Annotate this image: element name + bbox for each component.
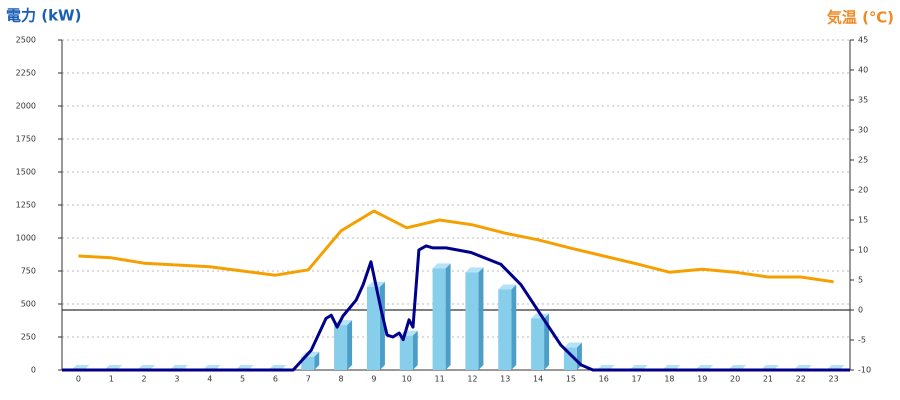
bar-face [366, 286, 380, 370]
y2-tick-label: -10 [858, 366, 871, 375]
x-tick-label: 7 [306, 375, 311, 384]
line [62, 244, 850, 372]
x-tick-label: 14 [533, 375, 543, 384]
bar-face [412, 330, 418, 370]
x-tick-label: 12 [467, 375, 477, 384]
y-tick-label: 1500 [16, 168, 36, 177]
bar-face [301, 356, 315, 370]
y-tick-label: 2250 [16, 69, 36, 78]
y-tick-label: 1750 [16, 135, 36, 144]
x-tick-label: 22 [796, 375, 806, 384]
y2-tick-label: 25 [858, 156, 868, 165]
y2-axis-title: 気温 (℃) [827, 9, 894, 27]
bar-face [563, 342, 582, 348]
bar-face [498, 289, 512, 370]
bar [465, 267, 484, 370]
y-axis-title: 電力 (kW) [6, 7, 81, 25]
bar-face [465, 272, 479, 370]
y2-tick-label: 45 [858, 36, 868, 45]
bar-face [445, 263, 451, 370]
bar [301, 351, 320, 370]
x-tick-label: 10 [402, 375, 412, 384]
y-tick-label: 250 [21, 333, 36, 342]
bar-face [314, 351, 320, 370]
y2-tick-label: 30 [858, 126, 868, 135]
x-tick-label: 18 [664, 375, 674, 384]
y2-tick-label: 40 [858, 66, 868, 75]
x-tick-label: 16 [599, 375, 609, 384]
x-tick-label: 15 [566, 375, 576, 384]
x-tick-label: 19 [697, 375, 707, 384]
y-tick-label: 0 [31, 366, 36, 375]
x-tick-label: 21 [763, 375, 773, 384]
y-tick-label: 2000 [16, 102, 36, 111]
y-tick-label: 750 [21, 267, 36, 276]
bar-face [432, 268, 446, 370]
y2-tick-label: 10 [858, 246, 868, 255]
x-tick-label: 13 [500, 375, 510, 384]
x-tick-label: 23 [828, 375, 838, 384]
bar-face [334, 325, 348, 370]
x-tick-label: 3 [174, 375, 179, 384]
y2-tick-label: 35 [858, 96, 868, 105]
x-tick-label: 17 [631, 375, 641, 384]
bar-face [511, 284, 517, 370]
x-tick-label: 5 [240, 375, 245, 384]
bar-face [347, 320, 353, 370]
x-tick-label: 8 [339, 375, 344, 384]
bar [498, 284, 517, 370]
x-tick-label: 9 [371, 375, 376, 384]
bar [366, 281, 385, 370]
bar-face [399, 335, 413, 370]
y2-tick-label: 5 [858, 276, 863, 285]
x-tick-label: 2 [142, 375, 147, 384]
y2-tick-label: 0 [858, 306, 863, 315]
y2-tick-label: 15 [858, 216, 868, 225]
bar-face [531, 318, 545, 370]
y2-tick-label: -5 [858, 336, 866, 345]
y2-tick-label: 20 [858, 186, 868, 195]
y-tick-label: 2500 [16, 36, 36, 45]
x-tick-label: 4 [207, 375, 212, 384]
y-tick-label: 1000 [16, 234, 36, 243]
x-tick-label: 0 [76, 375, 81, 384]
x-tick-label: 1 [109, 375, 114, 384]
bar-face [432, 263, 451, 269]
bar-face [465, 267, 484, 273]
line [78, 209, 834, 284]
x-tick-label: 11 [434, 375, 444, 384]
bar [432, 263, 451, 370]
y-tick-label: 1250 [16, 201, 36, 210]
y-tick-label: 500 [21, 300, 36, 309]
bar-face [478, 267, 484, 370]
bar-face [498, 284, 517, 290]
x-tick-label: 6 [273, 375, 278, 384]
x-tick-label: 20 [730, 375, 740, 384]
